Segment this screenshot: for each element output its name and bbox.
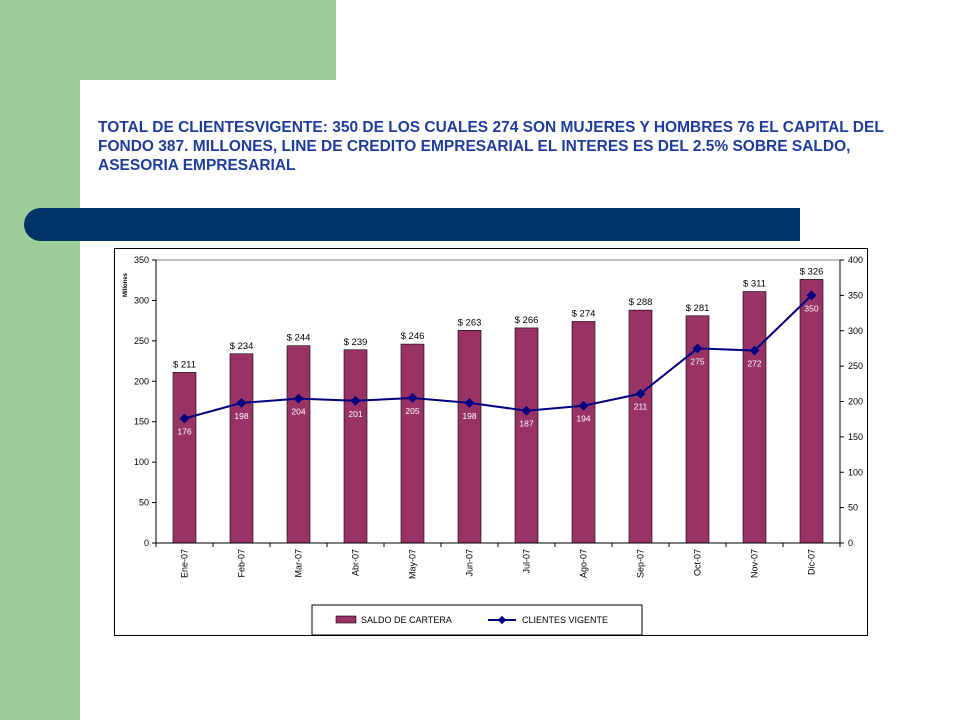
green-top-block (0, 0, 336, 80)
line-point (293, 393, 304, 404)
legend-marker (497, 615, 507, 625)
left-tick-label: 300 (134, 295, 149, 305)
right-tick-label: 150 (848, 432, 863, 442)
bar-value-label: $ 211 (173, 359, 196, 370)
x-tick-label: Jul-07 (522, 549, 532, 574)
line-value-label: 272 (747, 359, 761, 369)
x-tick-label: Mar-07 (294, 549, 304, 578)
left-tick-label: 100 (134, 457, 149, 467)
right-tick-label: 400 (848, 255, 863, 265)
legend-box (311, 604, 643, 636)
x-tick-label: Jun-07 (465, 549, 475, 577)
bar-dic-07 (799, 279, 824, 544)
chart-container: 0 50 100 150 200 250 300 350 0 50 100 150 200 250 300 3… (114, 248, 868, 636)
bar-value-label: $ 311 (743, 279, 766, 290)
navy-divider-bar (24, 208, 800, 241)
line-value-label: 176 (177, 426, 191, 436)
line-value-label: 275 (690, 356, 704, 366)
line-point (806, 290, 817, 301)
bar-sep-07 (628, 309, 653, 544)
bar-ago-07 (571, 321, 596, 544)
line-point (578, 400, 589, 411)
bar-value-label: $ 244 (287, 333, 311, 344)
left-tick-label: 0 (144, 538, 149, 548)
bar-value-label: $ 281 (686, 303, 710, 314)
x-tick-label: Sep-07 (636, 549, 646, 578)
bar-mar-07 (286, 345, 311, 544)
bar-value-label: $ 266 (515, 315, 539, 326)
bar-jul-07 (514, 327, 539, 544)
left-tick-label: 50 (139, 498, 149, 508)
line-point (749, 345, 760, 356)
legend-label-saldo: SALDO DE CARTERA (361, 615, 452, 625)
line-point (179, 413, 190, 424)
line-point (692, 343, 703, 354)
line-value-label: 194 (576, 414, 590, 424)
left-tick-label: 150 (134, 417, 149, 427)
line-point (635, 388, 646, 399)
right-tick-label: 50 (848, 503, 858, 513)
y-axis-title: Millones (123, 272, 129, 297)
bar-value-label: $ 246 (401, 331, 425, 342)
bar-nov-07 (742, 291, 767, 544)
line-value-label: 204 (291, 407, 305, 417)
legend-swatch-bar (335, 615, 357, 624)
right-tick-label: 200 (848, 397, 863, 407)
line-point (350, 395, 361, 406)
x-tick-label: Dic-07 (807, 549, 817, 575)
right-tick-label: 0 (848, 538, 853, 548)
line-value-label: 211 (634, 402, 648, 412)
line-value-label: 205 (405, 406, 419, 416)
x-tick-label: Abr-07 (351, 549, 361, 576)
right-tick-label: 250 (848, 361, 863, 371)
left-tick-label: 200 (134, 376, 149, 386)
x-tick-label: Oct-07 (693, 549, 703, 576)
right-tick-label: 350 (848, 290, 863, 300)
bar-value-label: $ 234 (230, 341, 254, 352)
slide-heading: TOTAL DE CLIENTESVIGENTE: 350 DE LOS CUA… (98, 119, 884, 174)
bar-value-label: $ 288 (629, 297, 653, 308)
x-tick-label: May-07 (408, 549, 418, 579)
green-sidebar (0, 0, 80, 720)
left-tick-label: 250 (134, 336, 149, 346)
bar-may-07 (400, 343, 425, 544)
line-value-label: 198 (462, 411, 476, 421)
x-tick-label: Feb-07 (237, 549, 247, 578)
x-tick-label: Ago-07 (579, 549, 589, 578)
bar-value-label: $ 274 (572, 308, 596, 319)
right-tick-label: 300 (848, 326, 863, 336)
line-value-label: 187 (519, 419, 533, 429)
bar-jun-07 (457, 330, 482, 544)
x-tick-label: Ene-07 (180, 549, 190, 578)
line-value-label: 350 (804, 303, 818, 313)
line-value-label: 198 (234, 411, 248, 421)
line-point (521, 405, 532, 416)
bar-value-label: $ 326 (800, 266, 824, 277)
clientes-vigente-line (184, 294, 813, 420)
line-value-label: 201 (348, 409, 362, 419)
line-point (236, 397, 247, 408)
line-point (464, 397, 475, 408)
x-tick-label: Nov-07 (750, 549, 760, 578)
bar-ene-07 (172, 372, 197, 544)
legend-label-clientes: CLIENTES VIGENTE (522, 615, 608, 625)
left-tick-label: 350 (134, 255, 149, 265)
combo-chart: 0 50 100 150 200 250 300 350 0 50 100 150 200 250 300 3… (123, 255, 863, 636)
bar-value-label: $ 263 (458, 317, 482, 328)
bar-abr-07 (343, 349, 368, 544)
right-tick-label: 100 (848, 467, 863, 477)
bar-value-label: $ 239 (344, 337, 368, 348)
bar-feb-07 (229, 353, 254, 544)
